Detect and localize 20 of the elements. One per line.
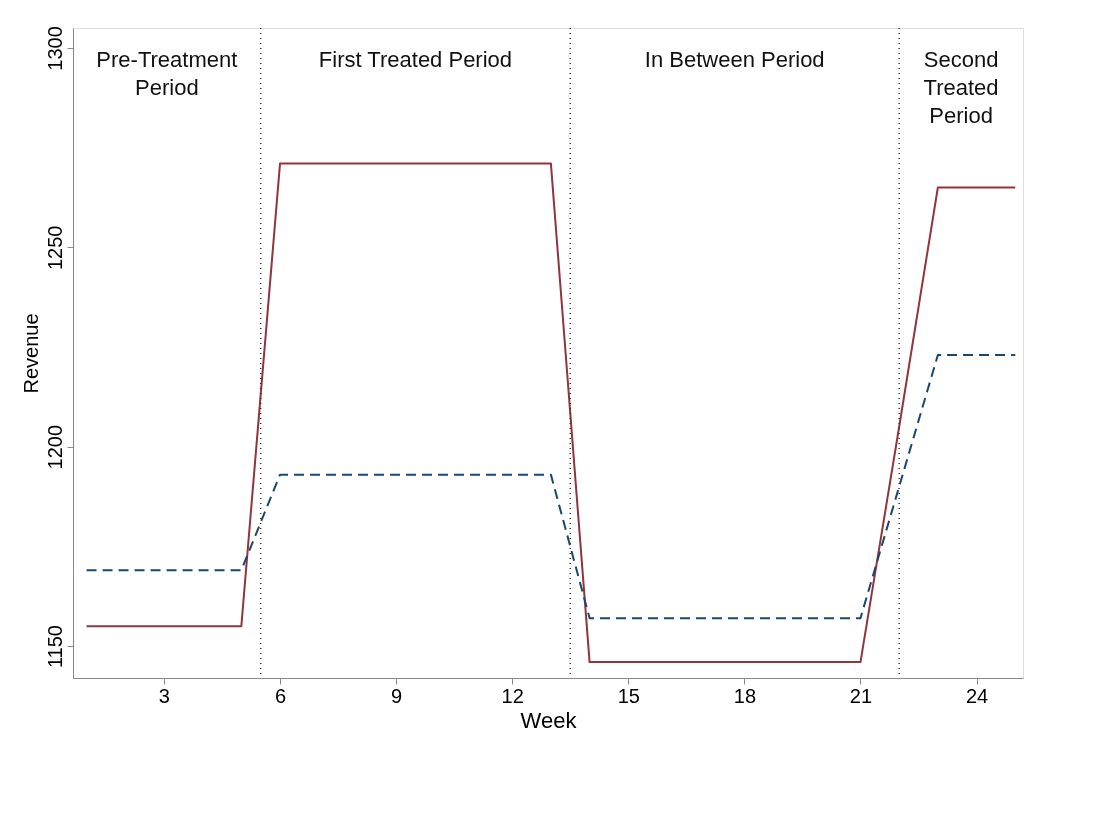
x-axis-title: Week — [520, 707, 578, 733]
x-tick-label: 21 — [849, 684, 873, 707]
x-tick-label: 18 — [733, 684, 757, 707]
x-tick-label: 9 — [391, 684, 403, 707]
line-series — [85, 162, 1017, 664]
x-tick-label: 6 — [274, 684, 287, 707]
annotation: Pre-Treatment Period — [96, 47, 238, 100]
x-tick-label: 15 — [617, 684, 640, 707]
y-axis-title: Revenue — [19, 313, 42, 394]
annotation: Second Treated Period — [923, 47, 999, 128]
x-tick-label: 12 — [501, 684, 524, 707]
x-tick-label: 3 — [158, 684, 170, 707]
annotation: In Between Period — [644, 47, 825, 72]
y-tick-label: 1300 — [43, 26, 66, 71]
x-tick-label: 24 — [965, 684, 989, 707]
y-tick-label: 1200 — [43, 424, 66, 470]
y-tick-label: 1250 — [43, 225, 66, 271]
annotation: First Treated Period — [318, 47, 513, 72]
y-tick-label: 1150 — [43, 625, 66, 669]
line-series — [85, 353, 1017, 620]
